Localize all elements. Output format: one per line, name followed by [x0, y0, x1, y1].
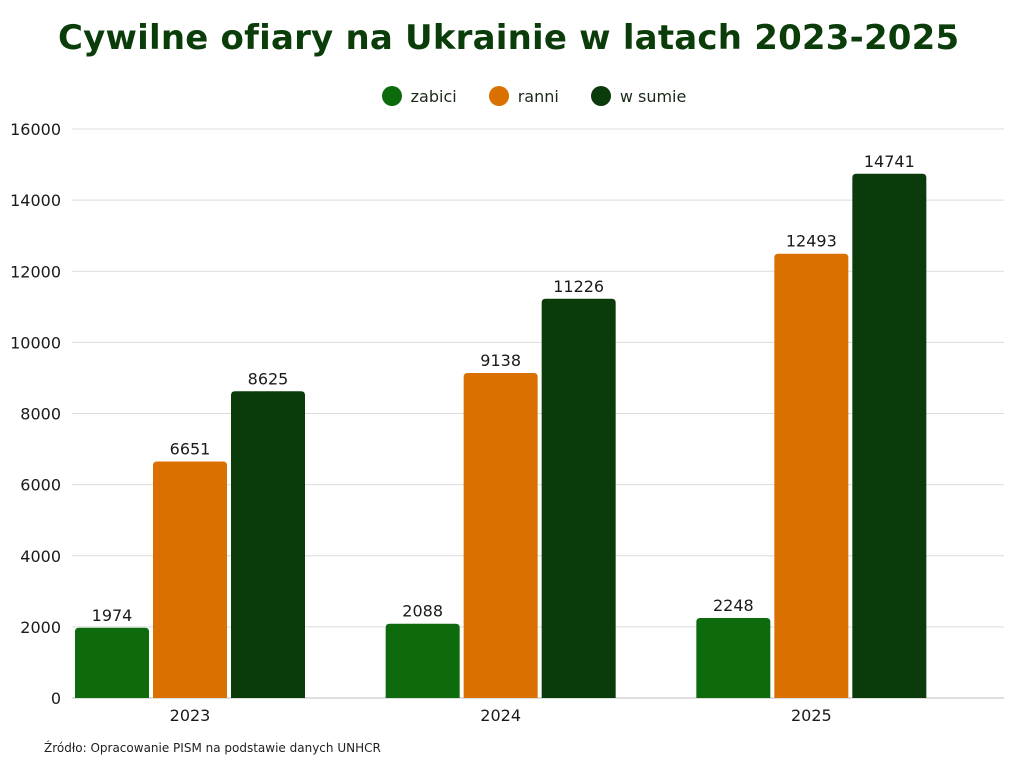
legend-item-zabici: zabici: [381, 86, 457, 106]
y-tick-label: 0: [51, 689, 61, 708]
data-label: 6651: [170, 439, 211, 458]
legend-swatch-zabici: [381, 86, 402, 106]
y-tick-label: 10000: [10, 333, 61, 352]
legend-swatch-ranni: [488, 86, 509, 106]
x-tick-label: 2025: [791, 706, 832, 725]
source-note: Źródło: Opracowanie PISM na podstawie da…: [44, 741, 381, 755]
x-tick-label: 2024: [480, 706, 521, 725]
y-tick-label: 16000: [10, 120, 61, 139]
bar-zabici-2023: [75, 627, 149, 698]
y-tick-label: 6000: [20, 476, 61, 495]
chart-title: Cywilne ofiary na Ukrainie w latach 2023…: [58, 18, 960, 58]
bar-zabici-2024: [385, 623, 460, 698]
bar-ranni-2024: [463, 373, 538, 698]
data-label: 14741: [864, 152, 915, 171]
legend-label-zabici: zabici: [410, 86, 457, 106]
y-tick-label: 2000: [20, 618, 61, 637]
bar-zabici-2025: [696, 618, 771, 698]
data-label: 11226: [553, 277, 604, 296]
legend-swatch-w-sumie: [590, 86, 611, 106]
data-label: 1974: [92, 606, 133, 625]
bar-ranni-2023: [153, 461, 227, 698]
bar-w-sumie-2025: [852, 173, 927, 698]
y-tick-label: 12000: [10, 262, 61, 281]
data-label: 2248: [713, 596, 754, 615]
y-tick-label: 4000: [20, 547, 61, 566]
legend-label-w-sumie: w sumie: [619, 86, 687, 106]
x-tick-label: 2023: [170, 706, 211, 725]
data-label: 9138: [480, 351, 521, 370]
legend-item-w-sumie: w sumie: [590, 86, 687, 106]
bar-w-sumie-2024: [541, 298, 616, 698]
data-label: 8625: [248, 369, 289, 388]
data-label: 2088: [402, 602, 443, 621]
bar-ranni-2025: [774, 253, 849, 698]
y-tick-label: 14000: [10, 191, 61, 210]
legend-label-ranni: ranni: [517, 86, 559, 106]
legend: zabici ranni w sumie: [0, 86, 1024, 106]
bar-w-sumie-2023: [231, 391, 305, 698]
data-label: 12493: [786, 232, 837, 251]
y-tick-label: 8000: [20, 405, 61, 424]
legend-item-ranni: ranni: [488, 86, 559, 106]
